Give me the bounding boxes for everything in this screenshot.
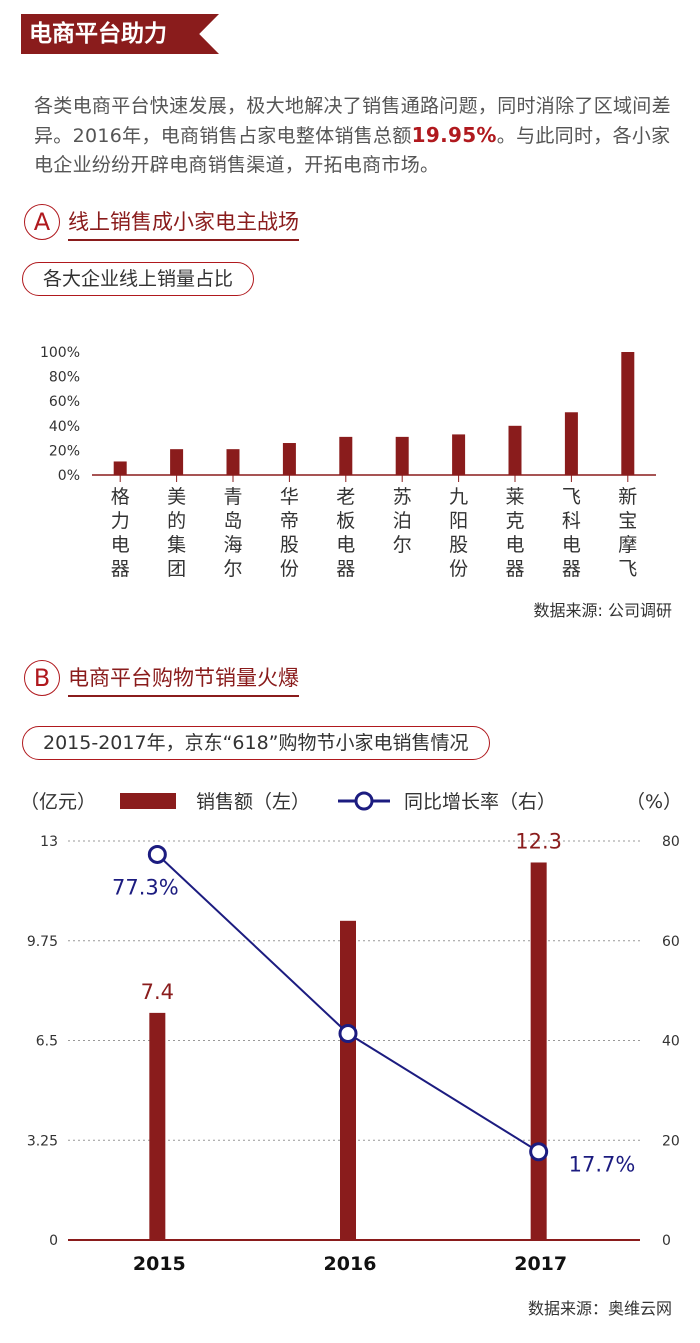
y-tick-label: 40% (49, 419, 80, 435)
section-a-title: 线上销售成小家电主战场 (68, 206, 299, 241)
x-tick-label: 老板电器 (336, 486, 355, 580)
y-tick-label: 80% (49, 370, 80, 386)
bar-data-label: 12.3 (515, 829, 562, 853)
bar-data-label: 7.4 (141, 980, 174, 1004)
x-tick-label: 美的集团 (167, 486, 186, 580)
x-tick-label: 九阳股份 (449, 486, 468, 580)
chart2-source: 数据来源：奥维云网 (527, 1299, 672, 1318)
intro-text-before: 各类电商平台快速发展，极大地解决了销售通路问题，同时消除了区域间差异。2016年… (34, 95, 671, 147)
growth-point-2015 (147, 844, 167, 864)
line-data-label: 77.3% (112, 875, 179, 899)
bar-老板电器 (339, 436, 353, 475)
y-tick-label: 0% (58, 468, 80, 484)
y-right-tick-label: 60 (662, 934, 680, 950)
bar-2017 (530, 862, 547, 1240)
y-left-tick-label: 0 (49, 1233, 58, 1249)
x-tick-label: 青岛海尔 (223, 486, 242, 580)
y-right-tick-label: 40 (662, 1034, 680, 1050)
y-left-tick-label: 6.5 (36, 1034, 58, 1050)
bar-青岛海尔 (226, 449, 240, 475)
y-left-unit: （亿元） (20, 791, 96, 813)
y-tick-label: 60% (49, 394, 80, 410)
section-b-title: 电商平台购物节销量火爆 (68, 662, 299, 697)
y-tick-label: 100% (40, 345, 80, 361)
intro-highlight: 19.95% (411, 123, 497, 147)
chart2-title-pill: 2015-2017年，京东“618”购物节小家电销售情况 (22, 726, 490, 760)
chart-online-sales-share: 0% 20% 40% 60% 80% 100% 格力电器 美的集团 青岛海尔 华帝股份 老板电器 苏泊… (40, 345, 656, 580)
y-left-tick-label: 13 (40, 834, 58, 850)
legend-bar-swatch (120, 793, 176, 809)
legend-line-marker (354, 791, 374, 811)
bar-九阳股份 (452, 434, 466, 475)
bar-莱克电器 (508, 425, 522, 475)
y-left-tick-label: 3.25 (27, 1133, 58, 1149)
x-tick-label: 格力电器 (111, 486, 130, 580)
x-tick-label: 华帝股份 (280, 486, 299, 580)
growth-point-2017 (529, 1142, 549, 1162)
section-a-letter: A (24, 204, 60, 240)
bar-2016 (340, 920, 356, 1240)
bar-格力电器 (113, 461, 127, 475)
chart1-source: 数据来源: 公司调研 (533, 601, 672, 620)
bar-飞科电器 (564, 412, 578, 475)
y-right-tick-label: 20 (662, 1133, 680, 1149)
growth-point-2016 (338, 1024, 358, 1044)
chart-jd-618-sales: （亿元） 销售额（左） 同比增长率（右） （%） 0 0 3.25 20 6.5 40 9.75 60… (20, 791, 682, 1275)
y-tick-label: 20% (49, 443, 80, 459)
bar-2015 (149, 1012, 166, 1240)
legend-bar-label: 销售额（左） (196, 791, 310, 813)
y-right-tick-label: 0 (662, 1233, 671, 1249)
legend-line-label: 同比增长率（右） (404, 791, 556, 813)
bar-美的集团 (170, 449, 184, 475)
chart1-title-pill: 各大企业线上销量占比 (22, 262, 255, 296)
y-right-tick-label: 80 (662, 834, 680, 850)
x-tick-label: 莱克电器 (505, 486, 524, 580)
x-tick-label: 2015 (133, 1253, 186, 1275)
line-data-label: 17.7% (569, 1153, 636, 1177)
intro-text-after: 。与此同时，各小家电企业纷纷开辟电商销售渠道，开拓电商市场。 (34, 125, 671, 176)
x-tick-label: 苏泊尔 (393, 486, 412, 556)
bar-苏泊尔 (395, 436, 409, 475)
y-left-tick-label: 9.75 (27, 934, 58, 950)
bar-华帝股份 (282, 443, 296, 475)
x-tick-label: 2017 (514, 1253, 567, 1275)
x-tick-label: 飞科电器 (562, 486, 581, 580)
x-tick-label: 2016 (324, 1253, 377, 1275)
y-right-unit: （%） (626, 791, 682, 813)
intro-paragraph: 各类电商平台快速发展，极大地解决了销售通路问题，同时消除了区域间差异。2016年… (34, 92, 684, 180)
x-tick-label: 新宝摩飞 (618, 486, 637, 580)
bar-新宝摩飞 (621, 352, 635, 475)
section-banner: 电商平台助力 (21, 14, 219, 54)
section-b-letter: B (24, 660, 60, 696)
